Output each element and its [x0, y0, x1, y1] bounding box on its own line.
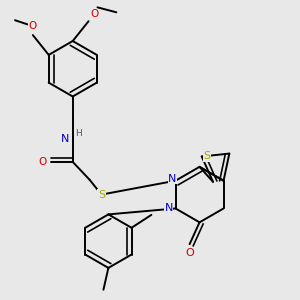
Text: S: S — [98, 190, 105, 200]
Text: O: O — [185, 248, 194, 258]
Text: O: O — [90, 9, 99, 19]
Text: S: S — [203, 152, 210, 161]
Text: N: N — [164, 203, 173, 214]
Text: N: N — [168, 174, 177, 184]
Text: O: O — [29, 21, 37, 31]
Text: O: O — [38, 157, 46, 167]
Text: H: H — [75, 129, 82, 138]
Text: N: N — [61, 134, 69, 144]
